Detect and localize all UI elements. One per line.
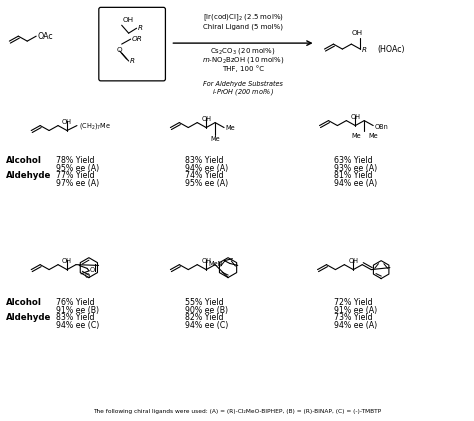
Text: 94% ee (C): 94% ee (C) [185,321,228,330]
Text: 83% Yield: 83% Yield [185,156,224,165]
Text: 93% ee (A): 93% ee (A) [335,164,378,173]
Text: OAc: OAc [37,32,53,41]
Text: Cs$_2$CO$_3$ (20 mol%): Cs$_2$CO$_3$ (20 mol%) [210,46,276,56]
Text: R: R [137,25,143,31]
Text: 63% Yield: 63% Yield [335,156,373,165]
Text: OH: OH [201,116,211,122]
Text: 95% ee (A): 95% ee (A) [185,179,228,188]
Text: THF, 100 °C: THF, 100 °C [222,66,264,72]
Text: 76% Yield: 76% Yield [56,298,95,307]
Text: O: O [90,266,95,273]
Text: 94% ee (A): 94% ee (A) [185,164,228,173]
Text: (CH$_2$)$_7$Me: (CH$_2$)$_7$Me [79,120,111,131]
Text: R: R [362,47,367,53]
Text: $i$-PrOH (200 mol%): $i$-PrOH (200 mol%) [212,87,274,97]
Text: Chiral Ligand (5 mol%): Chiral Ligand (5 mol%) [203,24,283,30]
Text: Me: Me [210,136,220,142]
Text: 91% ee (B): 91% ee (B) [56,306,99,315]
Text: Alcohol: Alcohol [6,298,42,307]
FancyBboxPatch shape [99,7,165,81]
Text: R: R [129,58,135,64]
Text: 94% ee (A): 94% ee (A) [335,321,378,330]
Text: 72% Yield: 72% Yield [335,298,373,307]
Text: Me: Me [352,133,361,139]
Text: 91% ee (A): 91% ee (A) [335,306,378,315]
Text: OBn: OBn [374,123,388,130]
Text: 94% ee (C): 94% ee (C) [56,321,100,330]
Text: $m$-NO$_2$BzOH (10 mol%): $m$-NO$_2$BzOH (10 mol%) [201,55,284,65]
Text: Aldehyde: Aldehyde [6,313,52,322]
Text: O: O [117,47,122,53]
Text: 90% ee (B): 90% ee (B) [185,306,228,315]
Text: 55% Yield: 55% Yield [185,298,224,307]
Text: O: O [85,272,90,279]
Text: 97% ee (A): 97% ee (A) [56,179,99,188]
Text: OH: OH [123,17,134,23]
Text: OH: OH [62,258,72,264]
Text: Aldehyde: Aldehyde [6,171,52,180]
Text: (HOAc): (HOAc) [377,45,405,53]
Text: 95% ee (A): 95% ee (A) [56,164,99,173]
Text: Me: Me [225,125,235,131]
Text: 94% ee (A): 94% ee (A) [335,179,378,188]
Text: Me: Me [368,133,378,139]
Text: MeN: MeN [208,261,222,267]
Text: 77% Yield: 77% Yield [56,171,95,180]
Text: [Ir(cod)Cl]$_2$ (2.5 mol%): [Ir(cod)Cl]$_2$ (2.5 mol%) [202,12,283,23]
Text: For Aldehyde Substrates: For Aldehyde Substrates [203,81,283,87]
Text: 78% Yield: 78% Yield [56,156,95,165]
Text: The following chiral ligands were used: (A) = (R)-Cl₂MeO-BIPHEP, (B) = (R)-BINAP: The following chiral ligands were used: … [93,409,381,414]
Text: 73% Yield: 73% Yield [335,313,373,322]
Text: OH: OH [348,258,358,264]
Text: 82% Yield: 82% Yield [185,313,224,322]
Text: OH: OH [352,30,363,36]
Text: 74% Yield: 74% Yield [185,171,224,180]
Text: OR: OR [132,36,142,42]
Text: OH: OH [350,114,360,120]
Text: 81% Yield: 81% Yield [335,171,373,180]
Text: 83% Yield: 83% Yield [56,313,95,322]
Text: Alcohol: Alcohol [6,156,42,165]
Text: OH: OH [62,119,72,125]
Text: OH: OH [201,258,211,264]
